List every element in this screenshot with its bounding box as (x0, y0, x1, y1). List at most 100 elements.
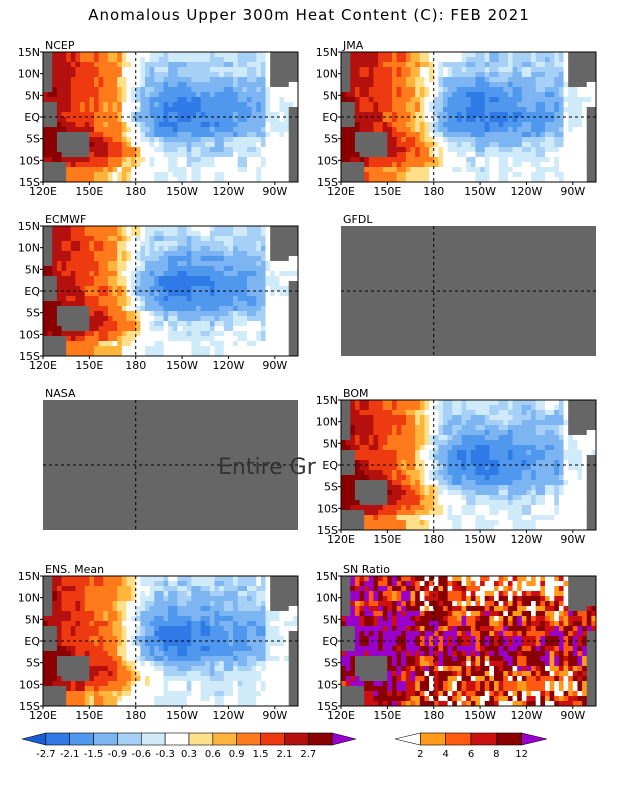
cell (577, 152, 583, 158)
x-tick-label: 180 (125, 359, 146, 372)
cell (345, 67, 351, 73)
cell (293, 177, 299, 183)
cell (107, 167, 113, 173)
cell (94, 142, 100, 148)
cell (438, 57, 444, 63)
cell (75, 261, 81, 267)
cell (387, 430, 393, 436)
cell (359, 460, 365, 466)
cell (186, 351, 192, 357)
cell (475, 62, 481, 68)
cell (354, 420, 360, 426)
cell (456, 57, 462, 63)
cell (429, 520, 435, 526)
cell (591, 57, 597, 63)
cell (503, 102, 509, 108)
cell (154, 256, 160, 262)
cell (489, 122, 495, 128)
cell (131, 341, 137, 347)
cell (191, 326, 197, 332)
cell (401, 470, 407, 476)
cell (121, 306, 127, 312)
cell (191, 147, 197, 153)
cell (84, 336, 90, 342)
cell (577, 92, 583, 98)
cell (56, 62, 62, 68)
cell (182, 87, 188, 93)
cell (191, 301, 197, 307)
cell (293, 251, 299, 257)
cell (443, 52, 449, 58)
cell (196, 291, 202, 297)
cell (214, 231, 220, 237)
cell (163, 286, 169, 292)
cell (452, 72, 458, 78)
cell (237, 52, 243, 58)
cell (503, 157, 509, 163)
cell (424, 430, 430, 436)
cell (196, 351, 202, 357)
cell (56, 152, 62, 158)
cell (364, 445, 370, 451)
panel-nasa: NASA (43, 387, 298, 530)
cell (98, 77, 104, 83)
cell (247, 236, 253, 242)
cell (94, 62, 100, 68)
cell (392, 510, 398, 516)
cell (112, 256, 118, 262)
cell (429, 132, 435, 138)
cell (237, 326, 243, 332)
cell (256, 241, 262, 247)
cell (214, 52, 220, 58)
cell (392, 97, 398, 103)
cell (293, 87, 299, 93)
cell (563, 107, 569, 113)
cell (480, 97, 486, 103)
cell (396, 435, 402, 441)
cell (484, 92, 490, 98)
cell (98, 117, 104, 123)
cell (345, 475, 351, 481)
cell (66, 172, 72, 178)
cell (84, 321, 90, 327)
cell (94, 177, 100, 183)
cell (145, 137, 151, 143)
cell (345, 177, 351, 183)
cell (288, 87, 294, 93)
cell (401, 107, 407, 113)
cell (61, 256, 67, 262)
cell (535, 167, 541, 173)
cell (341, 157, 347, 163)
cell (260, 301, 266, 307)
cell (382, 425, 388, 431)
cell (392, 82, 398, 88)
cell (89, 346, 95, 352)
cell (549, 62, 555, 68)
cell (66, 107, 72, 113)
cell (112, 72, 118, 78)
cell (424, 117, 430, 123)
cell (535, 107, 541, 113)
cell (498, 137, 504, 143)
cell (433, 490, 439, 496)
cell (228, 107, 234, 113)
cell (558, 107, 564, 113)
cell (582, 157, 588, 163)
cell (284, 281, 290, 287)
cell (345, 157, 351, 163)
cell (489, 57, 495, 63)
cell (56, 57, 62, 63)
cell (270, 97, 276, 103)
cell (568, 82, 574, 88)
cell (512, 82, 518, 88)
cell (279, 172, 285, 178)
cell (145, 62, 151, 68)
cell (456, 112, 462, 118)
cell (251, 117, 257, 123)
cell (126, 67, 132, 73)
cell (200, 117, 206, 123)
cell (535, 77, 541, 83)
cell (177, 152, 183, 158)
cell (582, 162, 588, 168)
cell (149, 152, 155, 158)
